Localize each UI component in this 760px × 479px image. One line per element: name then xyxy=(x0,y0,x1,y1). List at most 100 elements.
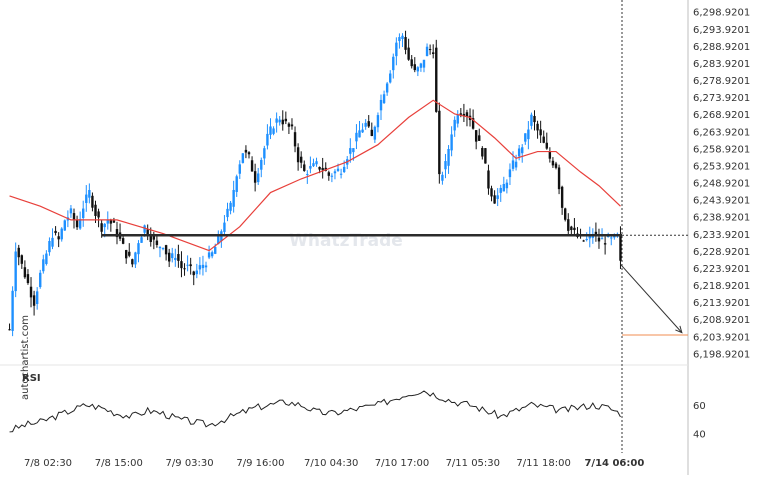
candle-body xyxy=(484,148,487,164)
price-tick-label: 6,248.9201 xyxy=(693,179,750,190)
price-tick-label: 6,288.9201 xyxy=(693,42,750,53)
candle-body xyxy=(192,271,195,276)
candle-body xyxy=(530,114,533,126)
candle-body xyxy=(333,171,337,174)
price-tick-label: 6,238.9201 xyxy=(693,213,750,224)
candle-body xyxy=(217,235,220,245)
candle-body xyxy=(471,118,475,129)
candle-body xyxy=(42,259,45,272)
price-tick-label: 6,283.9201 xyxy=(693,59,750,70)
price-tick-label: 6,263.9201 xyxy=(693,127,750,138)
candle-body xyxy=(303,164,306,171)
candle-body xyxy=(312,163,315,167)
candle-body xyxy=(51,237,54,247)
candle-body xyxy=(548,151,552,159)
candle-body xyxy=(146,229,149,236)
price-tick-label: 6,258.9201 xyxy=(693,144,750,155)
candle-body xyxy=(45,253,48,264)
time-tick-label: 7/9 03:30 xyxy=(166,458,214,469)
candle-body xyxy=(140,237,143,243)
candle-body xyxy=(416,67,420,72)
candle-body xyxy=(499,187,502,193)
candle-body xyxy=(597,237,601,242)
candle-body xyxy=(106,220,109,224)
candle-body xyxy=(465,112,469,117)
candle-body xyxy=(453,119,456,131)
candle-body xyxy=(299,156,303,163)
source-label: autochartist.com xyxy=(20,315,31,400)
candle-body xyxy=(358,130,361,138)
candle-body xyxy=(545,142,548,149)
candle-body xyxy=(410,59,413,67)
rsi-line xyxy=(9,390,621,433)
candle-body xyxy=(198,265,202,270)
candle-body xyxy=(370,129,373,137)
time-tick-label: 7/11 05:30 xyxy=(446,458,500,469)
candle-body xyxy=(57,236,60,240)
candle-body xyxy=(91,195,94,208)
candle-body xyxy=(137,243,140,255)
candle-body xyxy=(201,264,205,269)
candle-body xyxy=(226,208,229,218)
candle-body xyxy=(296,147,300,163)
candle-body xyxy=(238,164,241,174)
candle-body xyxy=(266,133,269,146)
time-tick-label: 7/10 04:30 xyxy=(304,458,358,469)
candle-body xyxy=(493,195,496,204)
candle-body xyxy=(97,211,100,218)
candle-body xyxy=(244,149,248,153)
candle-body xyxy=(517,148,521,157)
price-tick-label: 6,293.9201 xyxy=(693,25,750,36)
candle-body xyxy=(514,161,518,168)
candle-body xyxy=(161,248,165,250)
candle-body xyxy=(318,166,321,170)
candle-body xyxy=(131,259,134,265)
candle-body xyxy=(364,122,367,127)
price-tick-label: 6,218.9201 xyxy=(693,281,750,292)
price-tick-label: 6,233.9201 xyxy=(693,230,750,241)
candle-body xyxy=(210,252,214,257)
candle-body xyxy=(342,166,346,173)
candle-body xyxy=(272,128,275,134)
candle-body xyxy=(527,129,530,140)
candle-body xyxy=(278,119,281,123)
candle-body xyxy=(450,134,453,151)
candle-body xyxy=(48,240,51,253)
candle-body xyxy=(610,237,613,239)
candle-body xyxy=(78,219,82,229)
candle-body xyxy=(438,110,441,175)
candle-body xyxy=(281,119,284,125)
candle-body xyxy=(229,202,232,211)
candle-body xyxy=(603,243,607,245)
candle-body xyxy=(376,115,380,128)
candle-body xyxy=(404,37,407,50)
candle-body xyxy=(487,170,490,189)
candle-body xyxy=(521,147,524,154)
candle-body xyxy=(112,220,116,223)
candle-body xyxy=(260,159,263,170)
candle-body xyxy=(214,246,217,254)
candle-body xyxy=(121,238,125,244)
candle-body xyxy=(164,245,168,255)
candle-body xyxy=(539,129,542,136)
candle-body xyxy=(508,169,512,178)
candle-body xyxy=(152,235,156,240)
time-tick-label: 7/11 18:00 xyxy=(516,458,570,469)
candle-body xyxy=(257,173,260,183)
candle-body xyxy=(367,121,370,127)
candle-body xyxy=(88,190,91,198)
candle-body xyxy=(570,226,573,231)
candle-body xyxy=(26,274,30,284)
candle-body xyxy=(235,176,238,192)
price-tick-label: 6,208.9201 xyxy=(693,315,750,326)
candle-body xyxy=(444,161,447,170)
candle-body xyxy=(315,161,318,165)
candle-body xyxy=(54,230,57,234)
candle-body xyxy=(524,133,527,142)
price-tick-label: 6,243.9201 xyxy=(693,196,750,207)
candle-body xyxy=(115,229,119,238)
candle-body xyxy=(339,173,343,175)
time-tick-label: 7/10 17:00 xyxy=(375,458,429,469)
candle-body xyxy=(336,168,340,171)
